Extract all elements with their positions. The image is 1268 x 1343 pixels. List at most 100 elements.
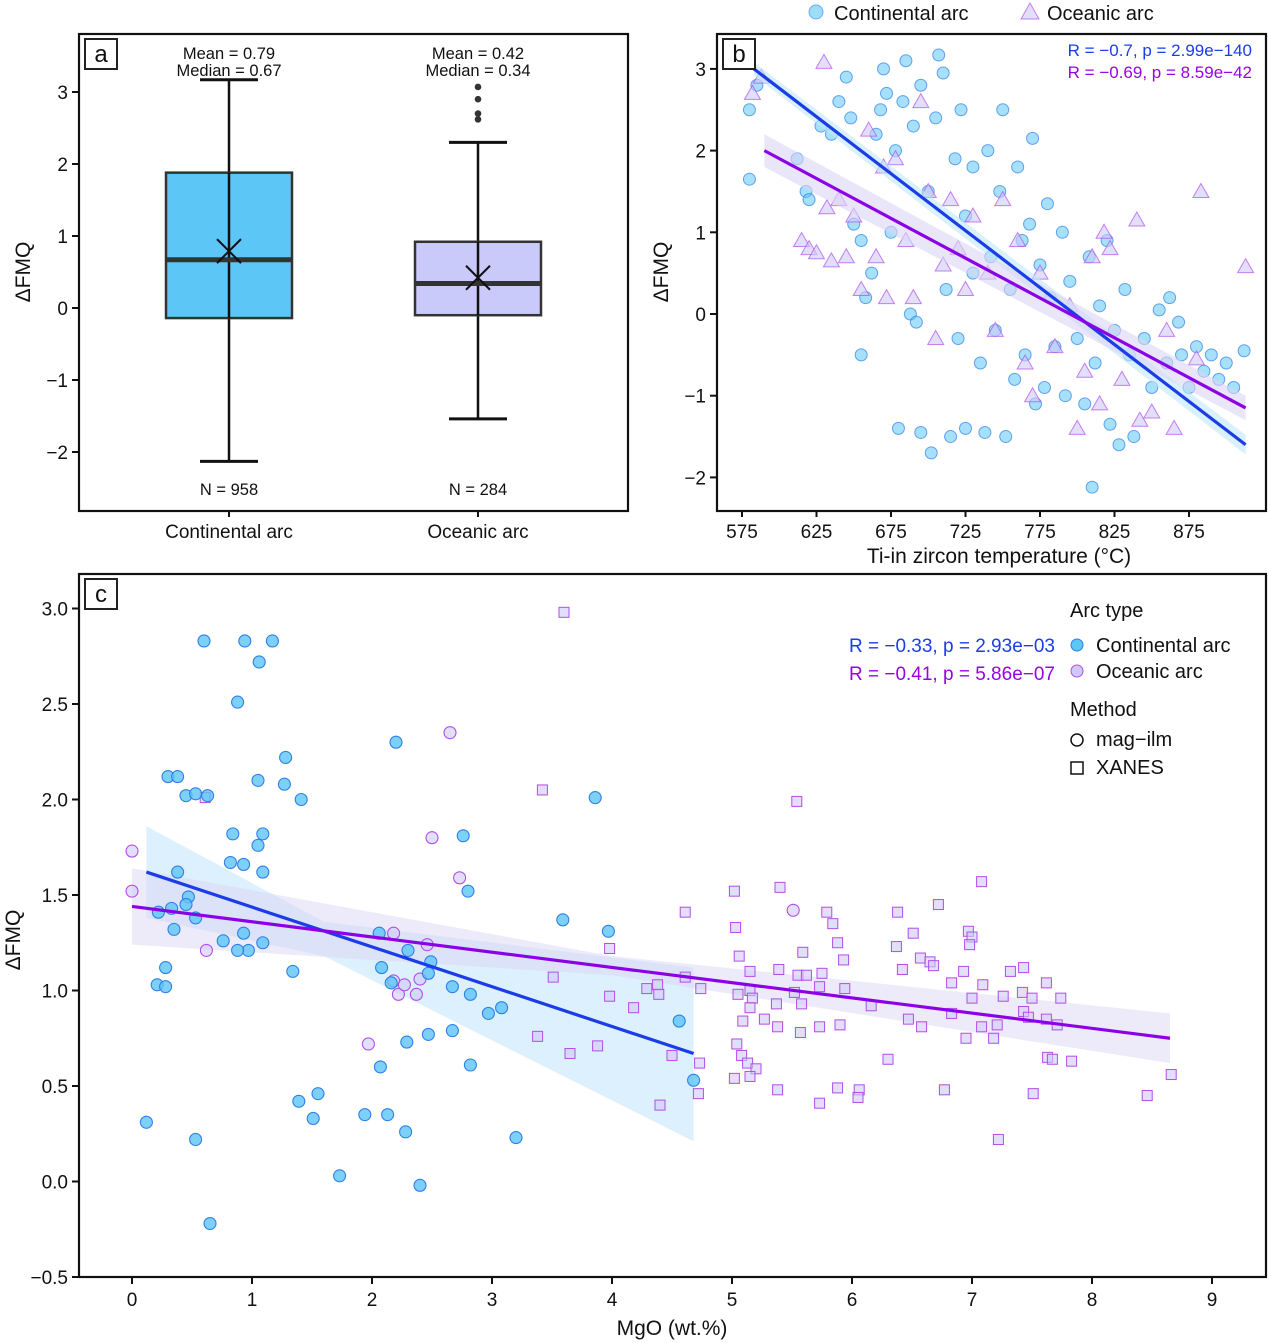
median-label: Median = 0.67 xyxy=(176,62,281,80)
continental-point xyxy=(1127,430,1141,444)
continental-mag-ilm-point xyxy=(687,1073,701,1087)
y-tick-label: 1.5 xyxy=(42,886,68,907)
oceanic-xanes-point xyxy=(976,1021,988,1033)
continental-point xyxy=(1070,332,1084,346)
x-tick-label: 2 xyxy=(367,1290,378,1311)
continental-mag-ilm-point xyxy=(421,1027,435,1041)
panel-label: a xyxy=(94,41,108,68)
oceanic-point xyxy=(807,243,826,260)
y-tick-label: 2.0 xyxy=(42,791,68,812)
oceanic-xanes-point xyxy=(746,992,758,1004)
oceanic-xanes-point xyxy=(946,1007,958,1019)
x-tick-label: 1 xyxy=(247,1290,258,1311)
continental-mag-ilm-point xyxy=(463,987,477,1001)
continental-point xyxy=(906,119,920,133)
y-tick-label: 1 xyxy=(57,227,68,248)
legend-oceanic-marker xyxy=(1020,1,1040,20)
continental-point xyxy=(844,111,858,125)
plot-frame xyxy=(715,32,1268,513)
continental-point xyxy=(1093,299,1107,313)
y-tick-label: −0.5 xyxy=(30,1268,68,1289)
continental-point xyxy=(939,282,953,296)
oceanic-xanes-point xyxy=(1018,962,1030,974)
oceanic-xanes-point xyxy=(946,977,958,989)
x-tick-label: 5 xyxy=(727,1290,738,1311)
continental-point xyxy=(1078,397,1092,411)
oceanic-xanes-point xyxy=(733,950,745,962)
x-tick-label: 625 xyxy=(801,522,833,543)
legend: Continental arc Oceanic arc xyxy=(808,1,1154,25)
continental-point xyxy=(909,315,923,329)
oceanic-mag-ilm-point xyxy=(453,871,467,885)
legend-mag-ilm-label: mag−ilm xyxy=(1096,729,1172,751)
legend-oceanic-marker xyxy=(1070,664,1084,678)
oceanic-point xyxy=(1187,349,1206,366)
oceanic-fit-line xyxy=(131,904,1171,1040)
x-tick-label: 875 xyxy=(1173,522,1205,543)
continental-mag-ilm-point xyxy=(197,634,211,648)
continental-point xyxy=(874,103,888,117)
continental-point xyxy=(924,446,938,460)
oceanic-xanes-point xyxy=(736,1049,748,1061)
n-label: N = 284 xyxy=(449,481,507,499)
oceanic-xanes-point xyxy=(758,1013,770,1025)
continental-mag-ilm-point xyxy=(421,966,435,980)
outlier-point xyxy=(474,110,482,117)
continental-point xyxy=(914,425,928,439)
oceanic-xanes-point xyxy=(770,998,782,1010)
continental-point xyxy=(1219,356,1233,370)
oceanic-point xyxy=(852,280,871,296)
continental-point xyxy=(899,54,913,68)
x-tick-label: 8 xyxy=(1087,1290,1098,1311)
continental-mag-ilm-point xyxy=(461,884,475,898)
continental-point xyxy=(978,425,992,439)
outlier-point xyxy=(474,95,482,103)
oceanic-xanes-point xyxy=(742,1057,754,1069)
x-tick-label: 575 xyxy=(726,522,758,543)
legend-continental-marker xyxy=(1070,638,1084,652)
y-tick-label: 0.0 xyxy=(42,1173,68,1194)
oceanic-point xyxy=(986,321,1005,337)
continental-mag-ilm-point xyxy=(384,976,398,990)
oceanic-xanes-point xyxy=(991,1019,1003,1031)
legend-continental-label: Continental arc xyxy=(834,3,969,25)
panel-label-box xyxy=(84,38,118,70)
continental-mag-ilm-point xyxy=(445,980,459,994)
continental-mag-ilm-point xyxy=(375,961,389,975)
oceanic-point xyxy=(926,329,945,346)
continental-mag-ilm-point xyxy=(241,943,255,957)
y-tick-label: 3 xyxy=(695,60,706,81)
legend-mag-ilm-marker xyxy=(1070,733,1084,747)
oceanic-xanes-point xyxy=(800,969,812,981)
continental-point xyxy=(932,48,946,62)
continental-mag-ilm-point xyxy=(358,1108,372,1122)
continental-mag-ilm-point xyxy=(333,1169,347,1183)
oceanic-xanes-point xyxy=(692,1088,704,1100)
continental-mag-ilm-point xyxy=(171,865,185,879)
oceanic-xanes-point xyxy=(695,983,707,995)
oceanic-xanes-point xyxy=(796,998,808,1010)
continental-mag-ilm-point xyxy=(238,634,252,648)
continental-mag-ilm-point xyxy=(256,936,270,950)
continental-mag-ilm-point xyxy=(159,961,173,975)
oceanic-xanes-point xyxy=(791,795,803,807)
continental-mag-ilm-point xyxy=(292,1094,306,1108)
oceanic-xanes-point xyxy=(916,1021,928,1033)
y-axis-label: ΔFMQ xyxy=(650,242,673,303)
continental-mag-ilm-point xyxy=(463,1058,477,1072)
oceanic-xanes-point xyxy=(730,921,742,933)
oceanic-xanes-point xyxy=(997,990,1009,1002)
x-tick-label: 0 xyxy=(127,1290,138,1311)
oceanic-point xyxy=(1142,403,1161,419)
oceanic-mag-ilm-point xyxy=(397,978,411,992)
oceanic-xanes-point xyxy=(654,1099,666,1111)
oceanic-xanes-point xyxy=(882,1053,894,1065)
oceanic-stat-label: R = −0.69, p = 8.59e−42 xyxy=(1068,63,1252,82)
y-tick-label: 3 xyxy=(57,83,68,104)
oceanic-xanes-point xyxy=(890,941,902,953)
continental-mag-ilm-point xyxy=(231,943,245,957)
legend: Arc type Continental arc Oceanic arc Method… xyxy=(1070,600,1231,779)
mean-marker xyxy=(465,265,491,291)
x-tick-label: 825 xyxy=(1099,522,1131,543)
